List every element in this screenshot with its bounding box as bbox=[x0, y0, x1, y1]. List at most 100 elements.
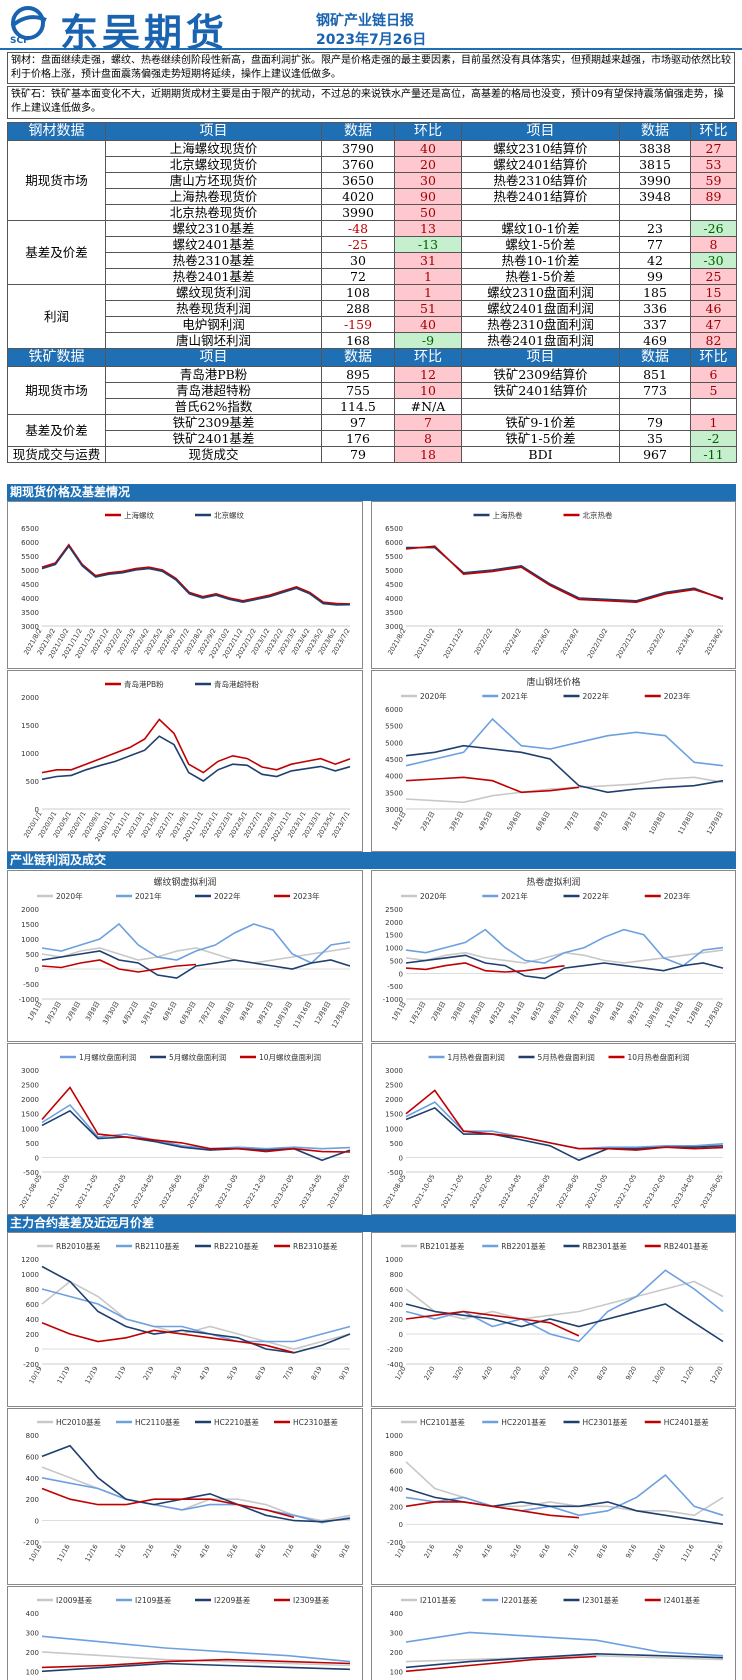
legend-label: 2023年 bbox=[664, 891, 691, 901]
x-tick-label: 2月8日 bbox=[65, 1000, 83, 1022]
series-line bbox=[41, 1322, 295, 1354]
series-line bbox=[405, 954, 724, 980]
table-cell: 288 bbox=[321, 300, 395, 317]
table-row: 热卷2401基差 72 1 热卷1-5价差 99 25 bbox=[8, 268, 737, 285]
y-tick-label: 4000 bbox=[385, 595, 403, 603]
table-cell: 90 bbox=[394, 188, 462, 205]
x-tick-label: 2021-10-05 bbox=[46, 1173, 72, 1210]
x-tick-label: 3/19 bbox=[169, 1365, 183, 1382]
series-line bbox=[41, 922, 351, 964]
x-tick-label: 8月7日 bbox=[592, 810, 610, 832]
y-tick-label: 2000 bbox=[21, 906, 39, 914]
x-tick-label: 9月4日 bbox=[238, 1000, 256, 1022]
table-cell: 79 bbox=[619, 414, 691, 431]
series-line bbox=[405, 928, 724, 967]
x-tick-label: 2022-02-05 bbox=[102, 1173, 128, 1210]
x-tick-label: 2021-08-05 bbox=[382, 1173, 408, 1210]
y-tick-label: -500 bbox=[23, 981, 39, 989]
y-tick-label: 0 bbox=[399, 1154, 403, 1162]
x-tick-label: 2021/8/2 bbox=[386, 627, 408, 656]
table-cell: 50 bbox=[394, 204, 462, 221]
x-tick-label: 2022/4/2 bbox=[501, 627, 523, 656]
ore-commentary: 铁矿石：铁矿基本面变化不大，近期期货成材主要是由于限产的扰动，不过总的来说铁水产… bbox=[7, 86, 735, 119]
x-tick-label: 1/19 bbox=[113, 1365, 127, 1382]
y-tick-label: 5000 bbox=[21, 567, 39, 575]
x-tick-label: 8/20 bbox=[595, 1365, 609, 1382]
table-header-cell: 环比 bbox=[690, 348, 737, 367]
table-cell: 79 bbox=[321, 446, 395, 463]
series-line bbox=[405, 717, 724, 767]
table-cell: 铁矿2309结算价 bbox=[461, 366, 620, 383]
table-header-cell: 铁矿数据 bbox=[7, 348, 106, 367]
series-line bbox=[41, 1444, 351, 1523]
x-tick-label: 4/16 bbox=[197, 1543, 211, 1560]
chart-panel: RB2010基差 RB2110基差 RB2210基差 RB2310基差 1200 1000… bbox=[7, 1232, 363, 1407]
series-line bbox=[405, 1501, 579, 1519]
x-tick-label: 2021/10/2 bbox=[413, 627, 437, 660]
table-cell: 176 bbox=[321, 430, 395, 447]
legend-label: 2021年 bbox=[501, 691, 528, 701]
chart-svg: RB2010基差 RB2110基差 RB2210基差 RB2310基差 1200 1000… bbox=[21, 1241, 352, 1385]
chart-svg: 上海螺纹 北京螺纹 6500 6000 5500 5000 4500 4000 3500 3000… bbox=[21, 510, 352, 660]
x-tick-label: 2022-04-05 bbox=[497, 1173, 523, 1210]
table-row: 期现货市场 上海螺纹现货价 3790 40 螺纹2310结算价 3838 27 bbox=[7, 140, 737, 221]
table-cell: 上海热卷现货价 bbox=[105, 188, 322, 205]
series-line bbox=[405, 962, 565, 973]
series-line bbox=[405, 1655, 597, 1673]
x-tick-label: 10/20 bbox=[651, 1365, 667, 1385]
y-tick-label: 400 bbox=[26, 1316, 39, 1324]
x-tick-label: 2021-08-05 bbox=[18, 1173, 44, 1210]
table-cell: 电炉钢利润 bbox=[105, 316, 322, 333]
table-cell: 27 bbox=[690, 140, 737, 157]
y-tick-label: 6000 bbox=[385, 539, 403, 547]
series-line bbox=[405, 776, 579, 794]
table-row: 热卷现货利润 288 51 螺纹2401盘面利润 336 46 bbox=[8, 300, 737, 317]
table-cell: 螺纹2310基差 bbox=[105, 220, 322, 237]
table-cell: 13 bbox=[394, 220, 462, 237]
chart-svg: 唐山钢坯价格 2020年 2021年 2022年 2023年 6000 5500 5000 45… bbox=[385, 676, 725, 836]
series-line bbox=[41, 543, 351, 605]
table-cell: 1 bbox=[690, 414, 737, 431]
legend-label: HC2301基差 bbox=[583, 1417, 628, 1427]
legend-label: 10月热卷盘面利润 bbox=[628, 1052, 690, 1062]
x-tick-label: 2/16 bbox=[141, 1543, 155, 1560]
y-tick-label: 3000 bbox=[385, 1067, 403, 1075]
y-tick-label: 300 bbox=[390, 1629, 403, 1637]
series-line bbox=[41, 950, 351, 979]
table-cell: 35 bbox=[619, 430, 691, 447]
x-tick-label: 3/16 bbox=[169, 1543, 183, 1560]
legend-label: I2301基差 bbox=[583, 1595, 620, 1605]
table-cell: -2 bbox=[690, 430, 737, 447]
x-tick-label: 1月23日 bbox=[408, 1000, 428, 1026]
table-cell: 铁矿2309基差 bbox=[105, 414, 322, 431]
x-tick-label: 9月4日 bbox=[608, 1000, 626, 1022]
table-cell: 168 bbox=[321, 332, 395, 349]
series-line bbox=[41, 959, 197, 973]
table-cell: 1 bbox=[394, 268, 462, 285]
x-tick-label: 6/16 bbox=[253, 1543, 267, 1560]
series-line bbox=[405, 1280, 724, 1320]
y-tick-label: 0 bbox=[35, 1518, 39, 1526]
table-cell: -48 bbox=[321, 220, 395, 237]
table-row: 青岛港超特粉 755 10 铁矿2401结算价 773 5 bbox=[8, 382, 737, 399]
x-tick-label: 2021-12-05 bbox=[74, 1173, 100, 1210]
table-cell: 3990 bbox=[619, 172, 691, 189]
table-cell: 热卷10-1价差 bbox=[461, 252, 620, 269]
table-cell: 3790 bbox=[321, 140, 395, 157]
chart-svg: 青岛港PB粉 青岛港超特粉20001500100050002020/1/12020… bbox=[21, 679, 352, 843]
table-cell: 4020 bbox=[321, 188, 395, 205]
table-cell: 53 bbox=[690, 156, 737, 173]
section-title: 期现货价格及基差情况 bbox=[7, 484, 736, 501]
x-tick-label: 4/19 bbox=[197, 1365, 211, 1382]
x-tick-label: 12月30日 bbox=[703, 1000, 725, 1030]
table-row: 螺纹2401基差 -25 -13 螺纹1-5价差 77 8 bbox=[8, 236, 737, 253]
table-cell: -13 bbox=[394, 236, 462, 253]
y-tick-label: 800 bbox=[26, 1432, 39, 1440]
group-label: 期现货市场 bbox=[7, 140, 106, 221]
x-tick-label: 5月14日 bbox=[140, 1000, 160, 1026]
x-tick-label: 2023-06-05 bbox=[699, 1173, 725, 1210]
chart-svg: 1月螺纹盘面利润 5月螺纹盘面利润 10月螺纹盘面利润 3000 2500 2000 150… bbox=[18, 1052, 352, 1210]
series-line bbox=[41, 1265, 351, 1354]
x-tick-label: 2022-12-05 bbox=[612, 1173, 638, 1210]
table-cell: 螺纹2310结算价 bbox=[461, 140, 620, 157]
